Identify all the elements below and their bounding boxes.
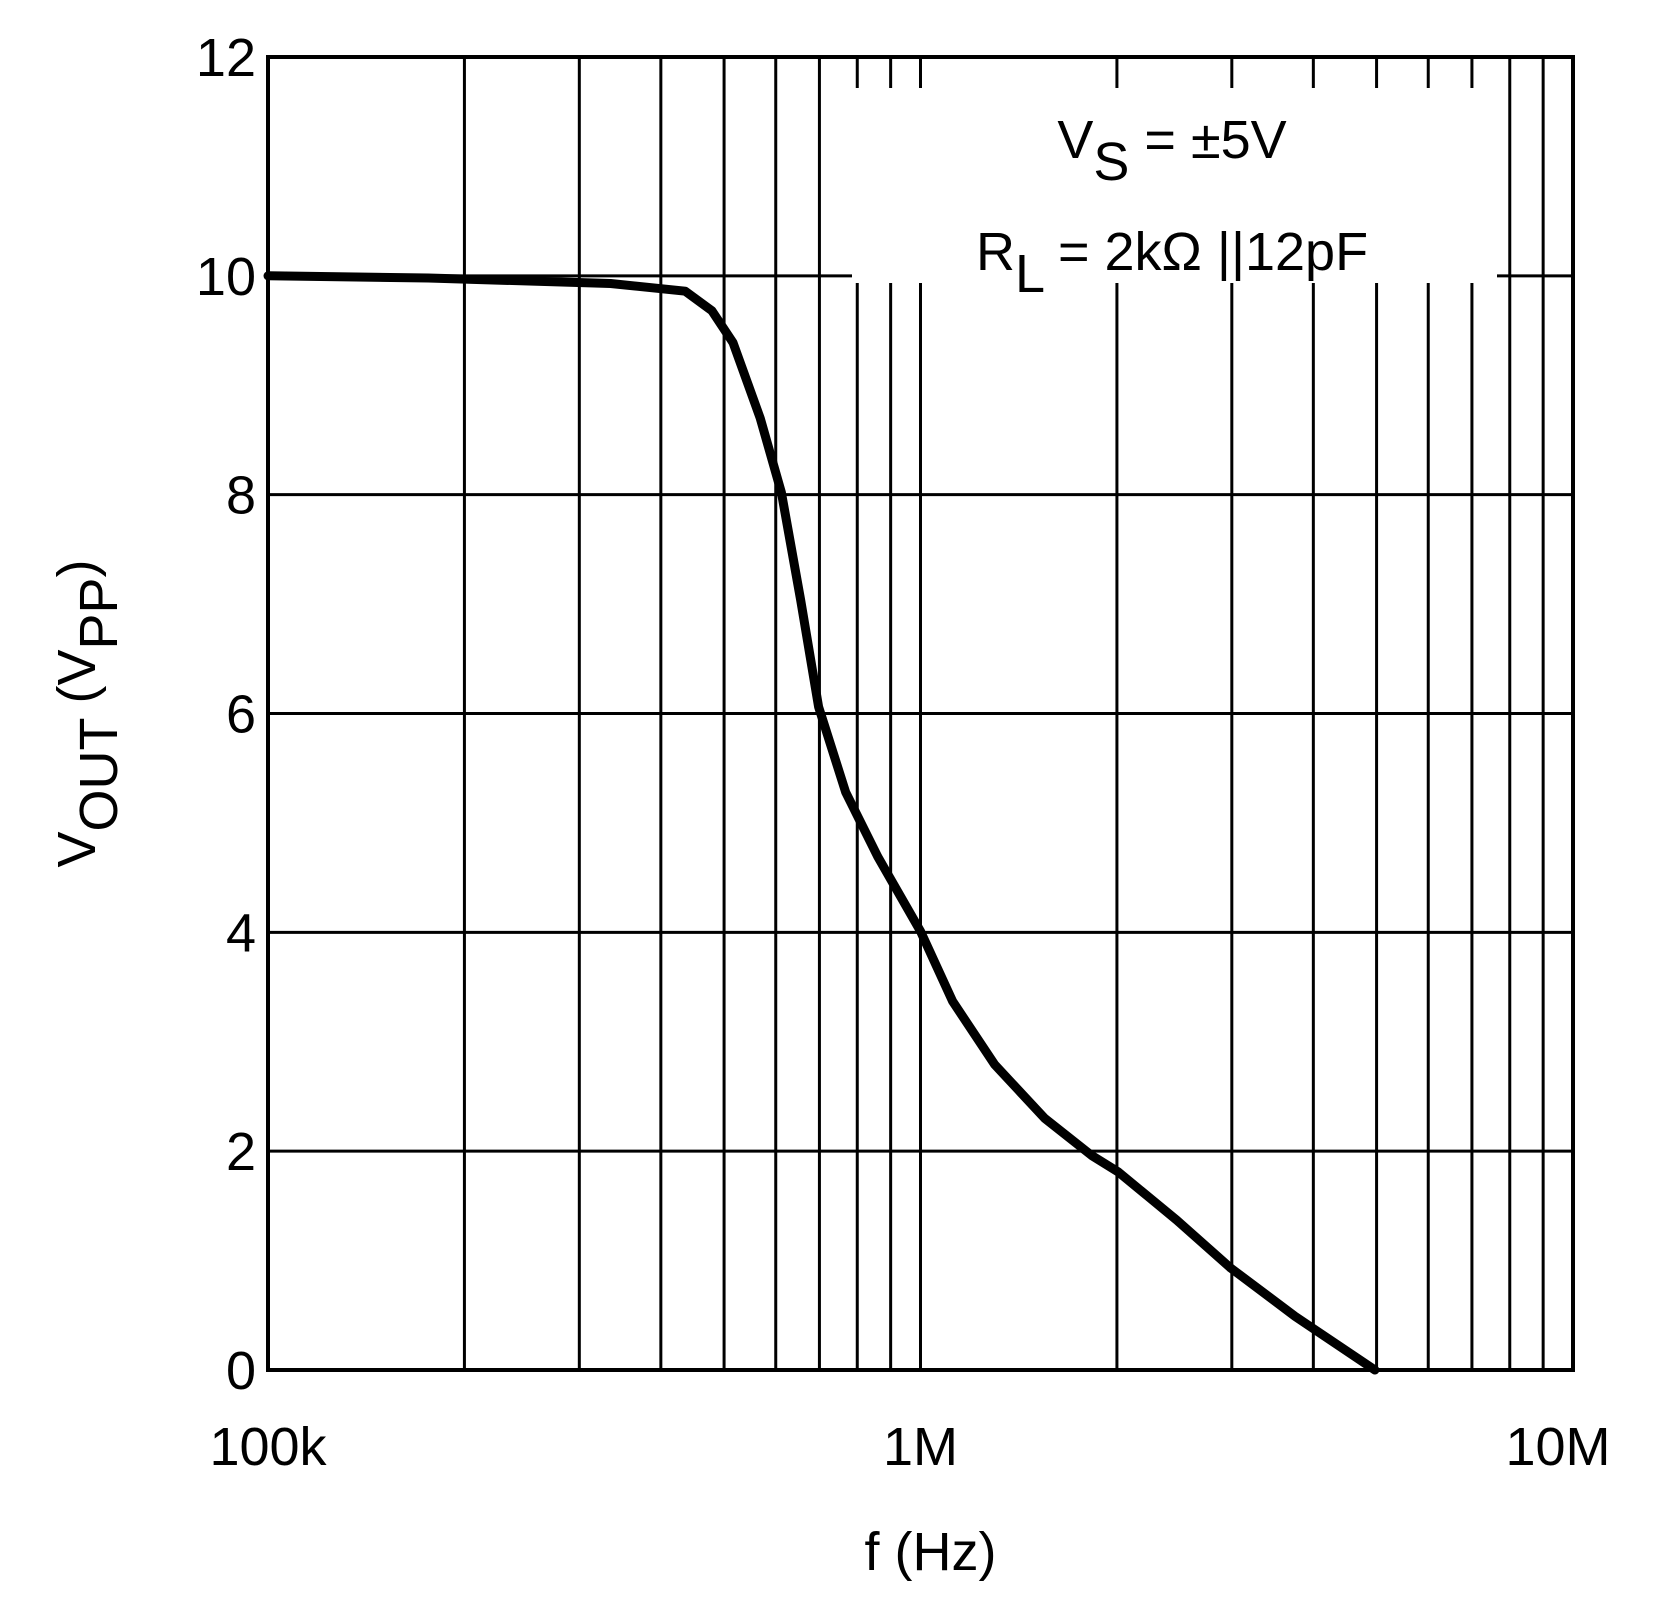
x-axis-label: f (Hz) <box>865 1522 997 1582</box>
annotation-rest: = 2kΩ ||12pF <box>1043 222 1368 282</box>
y-tick-label: 6 <box>226 685 256 745</box>
y-label-sub: OUT <box>69 719 129 832</box>
annotation-sub: L <box>1015 244 1044 304</box>
annotation-main: R <box>976 222 1015 282</box>
y-label-sub2: PP <box>69 577 129 649</box>
y-label-end: ) <box>47 559 107 577</box>
annotation-sub: S <box>1093 132 1129 192</box>
x-tick-label: 100k <box>209 1417 327 1477</box>
annotation-rest: = ±5V <box>1129 110 1286 170</box>
y-tick-label: 12 <box>196 28 256 88</box>
x-tick-label: 10M <box>1505 1417 1610 1477</box>
annotation: RL = 2kΩ ||12pF <box>976 222 1368 304</box>
y-tick-label: 2 <box>226 1122 256 1182</box>
y-tick-label: 0 <box>226 1341 256 1401</box>
y-label-mid: (V <box>47 649 107 718</box>
y-label-main: V <box>47 832 107 868</box>
y-axis-label: VOUT (VPP) <box>47 559 129 867</box>
data-line <box>263 271 1380 1375</box>
plot-frame <box>266 55 1575 1372</box>
annotation-main: V <box>1057 110 1093 170</box>
y-tick-label: 10 <box>196 247 256 307</box>
x-tick-label: 1M <box>883 1417 958 1477</box>
annotation-box <box>852 88 1497 283</box>
annotation: VS = ±5V <box>1057 110 1286 192</box>
y-tick-label: 8 <box>226 466 256 526</box>
y-tick-label: 4 <box>226 903 256 963</box>
